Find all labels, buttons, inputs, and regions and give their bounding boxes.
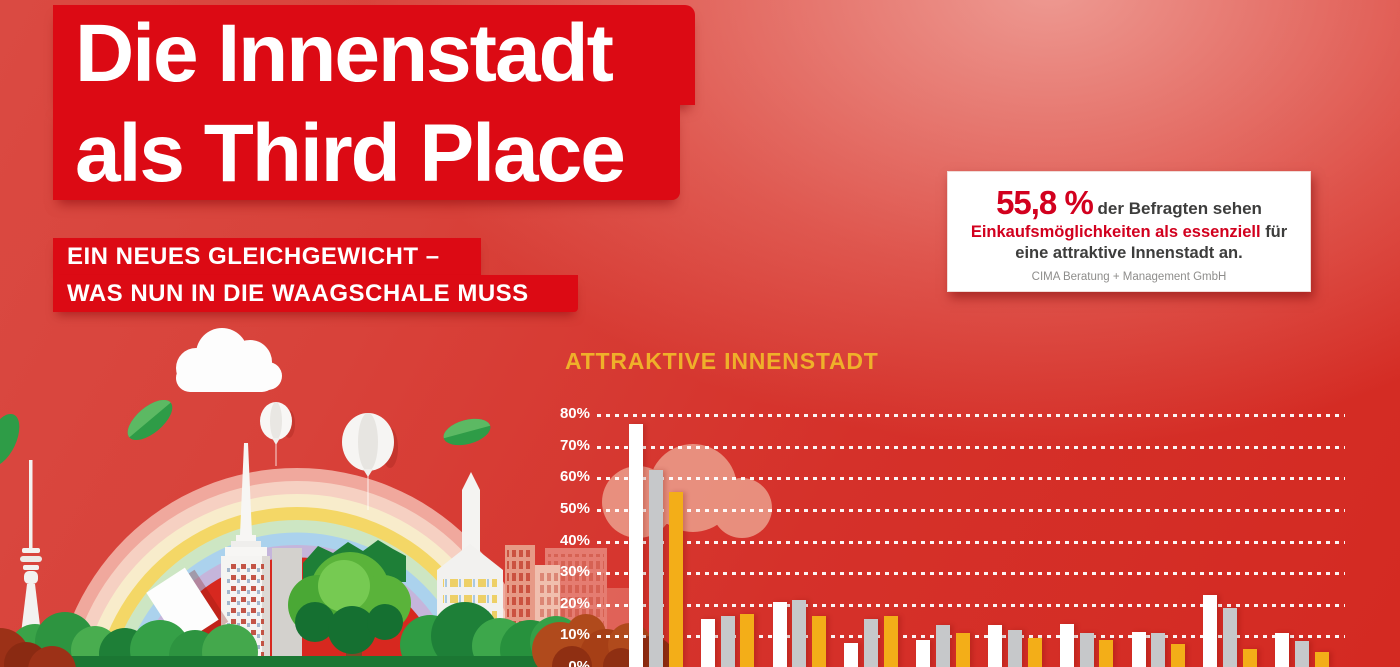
paper-balloon-large-icon [342, 413, 398, 510]
callout-after-highlight: für [1265, 223, 1288, 241]
bar-yellow-group5 [955, 633, 970, 667]
bar-gray-group3 [792, 600, 807, 667]
bar-yellow-group9 [1243, 649, 1257, 667]
callout-source: CIMA Beratung + Management GmbH [1031, 271, 1227, 283]
bar-yellow-group6 [1027, 637, 1042, 667]
y-axis-label: 20% [559, 594, 590, 612]
bar-white-group3 [772, 601, 787, 667]
bar-gray-group9 [1223, 607, 1238, 667]
bar-gray-group4 [864, 618, 879, 667]
gridline [597, 572, 1345, 576]
leaf-icon [443, 418, 491, 446]
bar-gray-group8 [1151, 633, 1166, 667]
page-title-line1: Die Innenstadt [53, 5, 695, 105]
bar-white-group6 [988, 625, 1002, 667]
leaf-icon [127, 399, 173, 441]
bar-white-group5 [916, 639, 931, 667]
callout-after-stat: der Befragten sehen [1097, 199, 1262, 218]
bar-gray-group2 [720, 615, 735, 667]
y-axis-label: 30% [559, 563, 590, 581]
bar-yellow-group7 [1099, 639, 1114, 667]
callout-highlight: Einkaufsmöglichkeiten als essenziell [970, 223, 1261, 241]
bar-white-group8 [1131, 631, 1146, 667]
gridline [597, 477, 1345, 481]
gridline [597, 635, 1345, 639]
gridline [597, 445, 1345, 449]
callout-line1: 55,8 % der Befragten sehen [948, 184, 1310, 222]
bar-white-group1 [629, 424, 643, 667]
bar-gray-group5 [936, 625, 950, 667]
salmon-cloud-icon [602, 444, 772, 538]
big-tree-icon [288, 552, 411, 667]
page-subtitle-line1: EIN NEUES GLEICHGEWICHT – [53, 238, 481, 275]
paper-card-icon [146, 567, 229, 647]
callout-line3: eine attraktive Innenstadt an. [1015, 244, 1243, 262]
y-axis-label: 10% [559, 626, 590, 644]
bar-white-group4 [844, 642, 859, 667]
gridline [597, 508, 1345, 512]
gridline [597, 603, 1345, 607]
gridline [597, 540, 1345, 544]
callout-stat: 55,8 % [996, 184, 1094, 221]
callout-line2: Einkaufsmöglichkeiten als essenziell für [948, 222, 1310, 243]
y-axis-label: 80% [559, 405, 590, 422]
cloud-icon [176, 328, 282, 392]
bar-white-group10 [1275, 633, 1290, 667]
bar-white-group9 [1203, 595, 1218, 667]
bar-gray-group6 [1007, 630, 1022, 667]
bar-white-group7 [1059, 623, 1074, 667]
bar-gray-group10 [1295, 641, 1309, 667]
bar-yellow-group4 [884, 615, 898, 667]
bar-white-group2 [700, 618, 715, 667]
bar-yellow-group3 [812, 615, 827, 667]
y-axis-label: 0% [568, 658, 590, 667]
bar-yellow-group1 [668, 491, 683, 667]
bar-yellow-group10 [1314, 652, 1329, 667]
bar-gray-group7 [1079, 633, 1094, 667]
bar-gray-group1 [648, 470, 663, 667]
bar-yellow-group2 [740, 614, 755, 667]
stat-callout: 55,8 % der Befragten sehen Einkaufsmögli… [947, 171, 1311, 292]
y-axis-label: 40% [559, 531, 590, 549]
y-axis-label: 70% [559, 436, 590, 454]
page-title-line2: als Third Place [53, 105, 680, 200]
chart-title: ATTRAKTIVE INNENSTADT [565, 348, 879, 374]
bar-yellow-group8 [1171, 644, 1186, 667]
paper-balloon-small-icon [260, 402, 295, 466]
page-subtitle-line2: WAS NUN IN DIE WAAGSCHALE MUSS [53, 275, 578, 312]
leaf-icon [0, 413, 20, 467]
gridline [597, 414, 1345, 417]
y-axis-label: 60% [559, 468, 590, 486]
y-axis-label: 50% [559, 499, 590, 517]
